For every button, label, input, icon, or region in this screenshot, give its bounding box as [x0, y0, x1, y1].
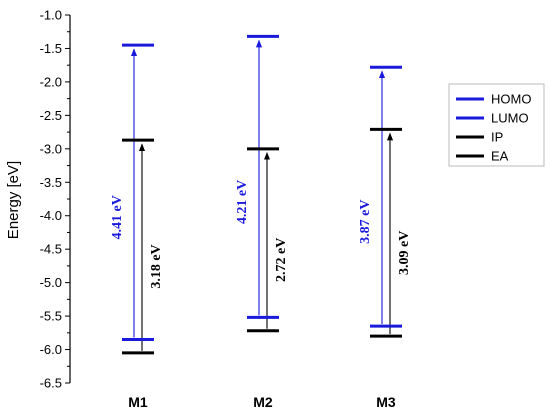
y-tick-label: -4.0: [40, 208, 62, 223]
category-label: M1: [128, 394, 148, 410]
y-tick-label: -3.0: [40, 141, 62, 156]
y-tick-label: -6.0: [40, 342, 62, 357]
category-label: M2: [253, 394, 273, 410]
electrochemical-gap-label: 3.18 eV: [149, 244, 164, 288]
legend-label: LUMO: [491, 111, 529, 126]
category-label: M3: [376, 394, 396, 410]
y-tick-label: -6.5: [40, 376, 62, 391]
electrochemical-gap-label: 2.72 eV: [274, 238, 289, 282]
optical-gap-label: 4.21 eV: [235, 180, 250, 224]
plot-marks: 4.41 eV 3.18 eV 4.21 eV 2.72 eV 3.87 eV 3.09 …: [110, 34, 412, 355]
y-axis-title: Energy [eV]: [5, 161, 22, 239]
optical-gap-label: 3.87 eV: [358, 199, 373, 243]
y-tick-label: -2.0: [40, 74, 62, 89]
optical-gap-label: 4.41 eV: [110, 195, 125, 239]
legend: HOMO LUMO IP EA: [448, 83, 545, 167]
y-tick-label: -1.5: [40, 41, 62, 56]
y-tick-label: -5.5: [40, 309, 62, 324]
legend-label: IP: [491, 130, 503, 145]
category-labels: M1 M2 M3: [128, 394, 396, 410]
electrochemical-gap-label: 3.09 eV: [397, 231, 412, 275]
y-tick-label: -5.0: [40, 275, 62, 290]
legend-label: HOMO: [491, 92, 531, 107]
y-axis: -1.0 -1.5 -2.0 -2.5 -3.0 -3.5 -4.0 -4.5 -5.0 -5.5…: [40, 8, 71, 391]
y-tick-label: -2.5: [40, 108, 62, 123]
y-tick-label: -4.5: [40, 242, 62, 257]
y-tick-label: -3.5: [40, 175, 62, 190]
y-tick-label: -1.0: [40, 8, 62, 23]
legend-label: EA: [491, 149, 509, 164]
